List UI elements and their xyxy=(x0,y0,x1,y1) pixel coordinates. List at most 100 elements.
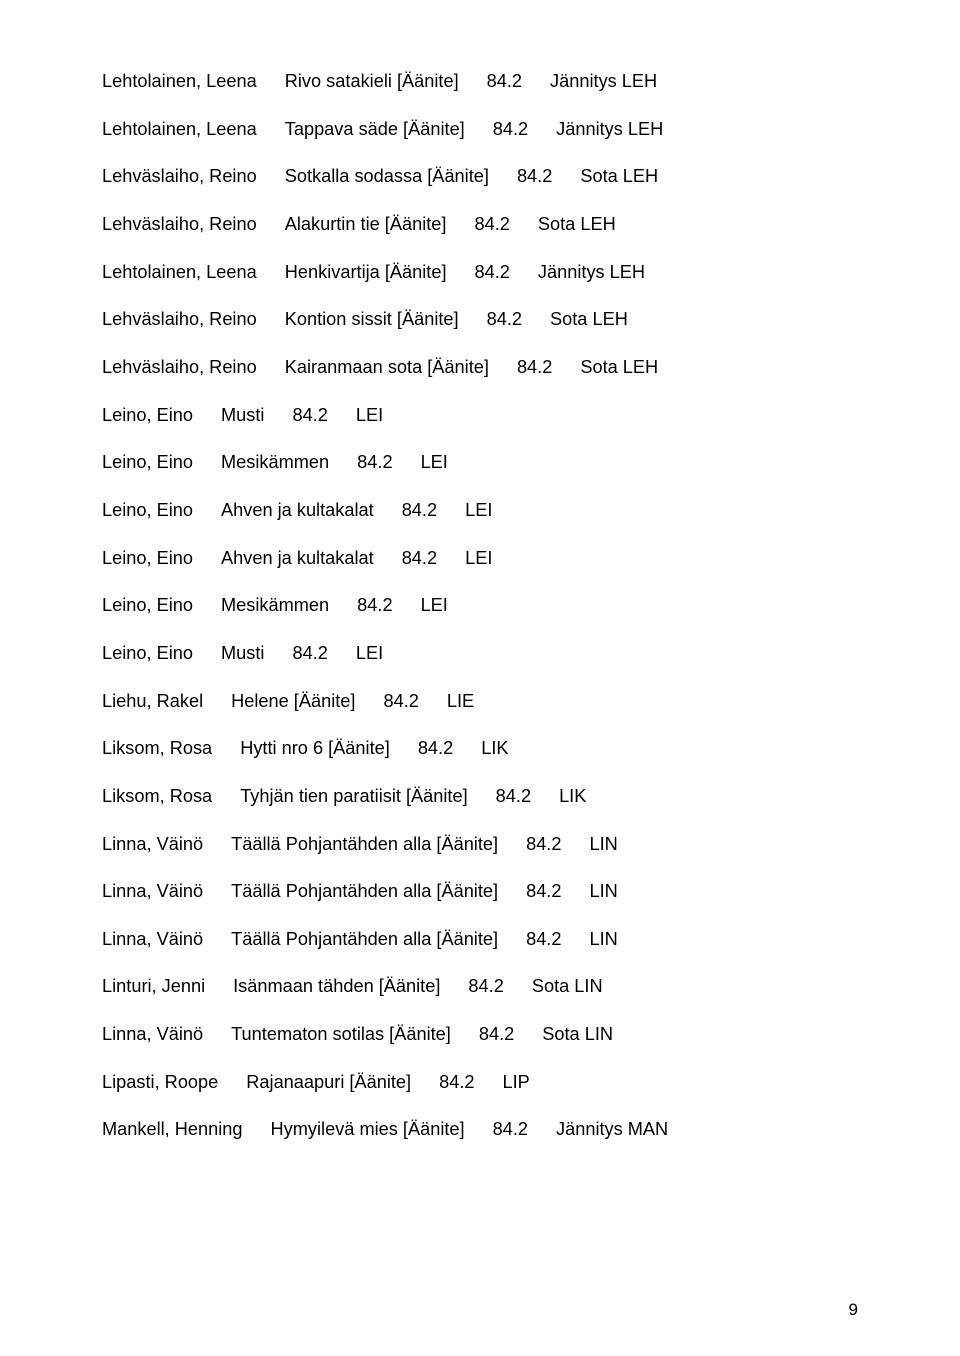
author: Liehu, Rakel xyxy=(102,690,203,714)
classmark: Jännitys LEH xyxy=(556,118,663,142)
title: Sotkalla sodassa [Äänite] xyxy=(285,165,489,189)
catalogue-row: Lehväslaiho, Reino Kairanmaan sota [Äänit… xyxy=(102,356,858,380)
classmark: LIN xyxy=(589,833,617,857)
classification-code: 84.2 xyxy=(526,880,561,904)
title: Mesikämmen xyxy=(221,451,329,475)
classmark: LEI xyxy=(356,642,383,666)
classification-code: 84.2 xyxy=(526,928,561,952)
catalogue-row: Mankell, HenningHymyilevä mies [Äänite]8… xyxy=(102,1118,858,1142)
classmark: LIK xyxy=(481,737,508,761)
title: Hymyilevä mies [Äänite] xyxy=(271,1118,465,1142)
catalogue-row: Liksom, Rosa Tyhjän tien paratiisit [Ääni… xyxy=(102,785,858,809)
catalogue-row: Linturi, JenniIsänmaan tähden [Äänite]84… xyxy=(102,975,858,999)
title: Alakurtin tie [Äänite] xyxy=(285,213,447,237)
classification-code: 84.2 xyxy=(418,737,453,761)
title: Mesikämmen xyxy=(221,594,329,618)
classmark: LIN xyxy=(589,880,617,904)
classmark: Jännitys LEH xyxy=(550,70,657,94)
classmark: LIE xyxy=(447,690,474,714)
author: Lehtolainen, Leena xyxy=(102,261,257,285)
title: Täällä Pohjantähden alla [Äänite] xyxy=(231,928,498,952)
classification-code: 84.2 xyxy=(475,261,510,285)
author: Linna, Väinö xyxy=(102,880,203,904)
classification-code: 84.2 xyxy=(493,1118,528,1142)
catalogue-row: Lehväslaiho, Reino Alakurtin tie [Äänite]… xyxy=(102,213,858,237)
title: Tuntematon sotilas [Äänite] xyxy=(231,1023,451,1047)
title: Rivo satakieli [Äänite] xyxy=(285,70,459,94)
title: Hytti nro 6 [Äänite] xyxy=(240,737,390,761)
page-number: 9 xyxy=(849,1300,858,1320)
classmark: LIK xyxy=(559,785,586,809)
classification-code: 84.2 xyxy=(292,642,327,666)
author: Leino, Eino xyxy=(102,499,193,523)
classification-code: 84.2 xyxy=(439,1071,474,1095)
document-page: Lehtolainen, Leena Rivo satakieli [Äänite… xyxy=(0,0,960,1356)
author: Linna, Väinö xyxy=(102,833,203,857)
author: Leino, Eino xyxy=(102,451,193,475)
author: Linna, Väinö xyxy=(102,928,203,952)
author: Linna, Väinö xyxy=(102,1023,203,1047)
classification-code: 84.2 xyxy=(517,165,552,189)
catalogue-row: Lehtolainen, LeenaTappava säde [Äänite]8… xyxy=(102,118,858,142)
catalogue-row: Leino, Eino Mesikämmen 84.2 LEI xyxy=(102,451,858,475)
classification-code: 84.2 xyxy=(357,594,392,618)
author: Lehväslaiho, Reino xyxy=(102,356,257,380)
author: Liksom, Rosa xyxy=(102,785,212,809)
author: Leino, Eino xyxy=(102,404,193,428)
author: Leino, Eino xyxy=(102,594,193,618)
catalogue-row: Leino, Eino Musti 84.2 LEI xyxy=(102,642,858,666)
classmark: Jännitys LEH xyxy=(538,261,645,285)
catalogue-row: Leino, Eino Musti 84.2 LEI xyxy=(102,404,858,428)
author: Lehväslaiho, Reino xyxy=(102,165,257,189)
classmark: Sota LIN xyxy=(542,1023,613,1047)
classmark: Sota LEH xyxy=(550,308,628,332)
title: Ahven ja kultakalat xyxy=(221,547,374,571)
author: Lehväslaiho, Reino xyxy=(102,213,257,237)
title: Täällä Pohjantähden alla [Äänite] xyxy=(231,833,498,857)
title: Tyhjän tien paratiisit [Äänite] xyxy=(240,785,467,809)
author: Leino, Eino xyxy=(102,642,193,666)
classification-code: 84.2 xyxy=(474,213,509,237)
title: Musti xyxy=(221,404,264,428)
classification-code: 84.2 xyxy=(402,547,437,571)
title: Musti xyxy=(221,642,264,666)
classification-code: 84.2 xyxy=(479,1023,514,1047)
catalogue-row: Lehtolainen, Leena Rivo satakieli [Äänite… xyxy=(102,70,858,94)
author: Lehtolainen, Leena xyxy=(102,70,257,94)
catalogue-row: Leino, Eino Mesikämmen 84.2 LEI xyxy=(102,594,858,618)
catalogue-row: Linna, Väinö Täällä Pohjantähden alla [Ää… xyxy=(102,928,858,952)
title: Kontion sissit [Äänite] xyxy=(285,308,459,332)
classification-code: 84.2 xyxy=(487,308,522,332)
classification-code: 84.2 xyxy=(487,70,522,94)
classmark: LEI xyxy=(356,404,383,428)
catalogue-row: Leino, EinoAhven ja kultakalat84.2LEI xyxy=(102,499,858,523)
catalogue-row: Linna, Väinö Täällä Pohjantähden alla [Ää… xyxy=(102,880,858,904)
classification-code: 84.2 xyxy=(357,451,392,475)
classification-code: 84.2 xyxy=(493,118,528,142)
classmark: Jännitys MAN xyxy=(556,1118,668,1142)
classmark: Sota LEH xyxy=(538,213,616,237)
catalogue-row: Lehväslaiho, Reino Sotkalla sodassa [Ääni… xyxy=(102,165,858,189)
title: Rajanaapuri [Äänite] xyxy=(246,1071,411,1095)
catalogue-row: Liehu, RakelHelene [Äänite]84.2LIE xyxy=(102,690,858,714)
author: Leino, Eino xyxy=(102,547,193,571)
catalogue-row: Lehväslaiho, Reino Kontion sissit [Äänite… xyxy=(102,308,858,332)
title: Isänmaan tähden [Äänite] xyxy=(233,975,440,999)
classmark: LIP xyxy=(503,1071,530,1095)
classification-code: 84.2 xyxy=(402,499,437,523)
classification-code: 84.2 xyxy=(496,785,531,809)
classmark: LEI xyxy=(421,451,448,475)
author: Lipasti, Roope xyxy=(102,1071,218,1095)
classification-code: 84.2 xyxy=(526,833,561,857)
author: Liksom, Rosa xyxy=(102,737,212,761)
author: Lehtolainen, Leena xyxy=(102,118,257,142)
classmark: LEI xyxy=(421,594,448,618)
title: Kairanmaan sota [Äänite] xyxy=(285,356,489,380)
title: Täällä Pohjantähden alla [Äänite] xyxy=(231,880,498,904)
classification-code: 84.2 xyxy=(517,356,552,380)
author: Lehväslaiho, Reino xyxy=(102,308,257,332)
classmark: Sota LEH xyxy=(580,165,658,189)
catalogue-row: Linna, Väinö Tuntematon sotilas [Äänite] 8… xyxy=(102,1023,858,1047)
classification-code: 84.2 xyxy=(292,404,327,428)
classmark: Sota LEH xyxy=(580,356,658,380)
